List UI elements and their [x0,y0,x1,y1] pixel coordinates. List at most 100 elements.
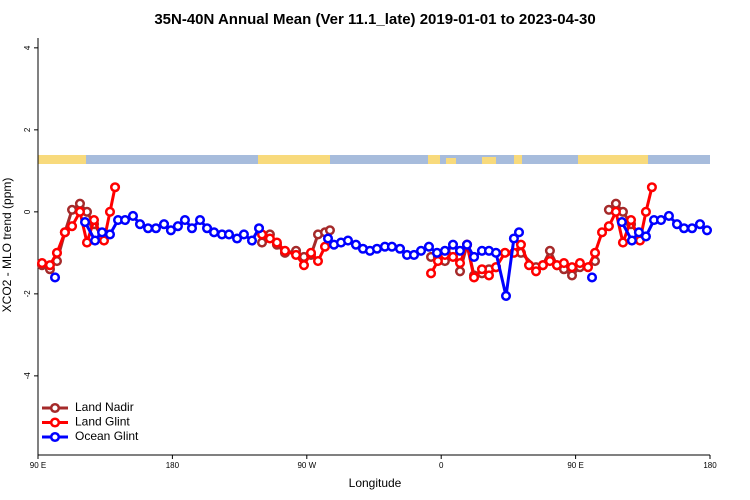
data-point [158,219,170,230]
x-axis-label: Longitude [349,476,402,490]
data-point [596,227,608,238]
land-band [258,155,330,164]
data-point [603,221,614,232]
data-point [66,204,78,215]
data-point [172,221,183,232]
x-tick-label: 90 E [567,461,583,470]
land-ocean-band [38,155,710,164]
data-point [44,260,55,271]
data-point [209,227,220,238]
data-point [408,249,420,260]
chart-title: 35N-40N Annual Mean (Ver 11.1_late) 2019… [154,11,595,28]
data-point [646,182,657,193]
data-point [566,270,578,281]
data-point [558,258,570,269]
data-point [324,225,335,236]
data-point [701,225,713,236]
land-band [578,155,648,164]
data-point [586,272,598,283]
x-tick-label: 180 [703,461,717,470]
data-point [386,241,397,252]
data-point [469,272,480,283]
data-point [66,221,78,232]
data-point [490,247,502,258]
data-point [626,235,637,246]
data-point [447,251,459,263]
data-point [500,290,512,301]
y-tick-label: 2 [23,127,32,132]
data-point [342,235,354,246]
data-point [51,247,63,258]
data-point [687,223,698,234]
data-point [415,245,427,256]
land-band [428,155,440,164]
data-point [88,215,100,226]
data-point [425,268,437,279]
data-point [476,264,488,275]
data-point [127,210,139,222]
data-point [461,239,473,250]
data-point [537,260,548,271]
data-point [610,198,621,209]
data-point [104,229,116,240]
data-point [279,245,291,256]
data-point [150,223,162,234]
data-point [264,233,275,244]
data-point [544,245,555,256]
x-tick-label: 0 [439,461,444,470]
x-tick-label: 90 W [297,461,316,470]
data-point [589,247,601,258]
data-point [617,237,628,248]
data-point [483,270,495,281]
data-point [423,241,435,252]
legend-marker [49,402,61,414]
legend-marker [49,431,61,443]
y-tick-label: -2 [23,290,32,298]
data-point [371,243,383,254]
y-tick-label: 0 [23,209,32,214]
data-point [312,256,324,267]
data-point [298,260,310,271]
y-tick-label: -4 [23,372,32,380]
data-point [238,229,249,240]
land-band [38,155,86,164]
data-point [566,262,578,273]
data-point [143,223,154,234]
data-point [671,219,683,230]
data-point [432,256,443,267]
data-point [120,215,131,226]
y-axis-label: XCO2 - MLO trend (ppm) [0,178,14,313]
data-point [271,237,282,248]
data-point [305,247,317,258]
data-point [59,227,70,238]
legend-label: Land Nadir [75,400,134,414]
data-point [515,239,526,250]
data-point [253,223,265,234]
data-point [81,237,93,248]
data-point [454,258,466,269]
data-point [544,256,555,267]
data-point [36,258,48,269]
data-point [513,227,525,238]
legend-label: Land Glint [75,415,130,429]
data-point [186,223,198,234]
y-tick-label: 4 [23,45,32,50]
data-point [89,235,101,246]
data-point [394,243,406,254]
data-point [322,233,334,244]
data-point [134,219,146,230]
data-point [290,249,302,260]
data-point [431,247,443,258]
data-point [447,239,459,250]
data-point [110,182,121,193]
data-point [640,231,651,242]
data-point [694,219,706,230]
data-point [655,215,667,226]
data-point [633,227,644,238]
data-point [678,223,690,234]
land-band [446,158,456,164]
data-point [201,223,213,234]
data-point [319,241,331,252]
data-point [663,210,674,222]
data-point [74,206,86,217]
